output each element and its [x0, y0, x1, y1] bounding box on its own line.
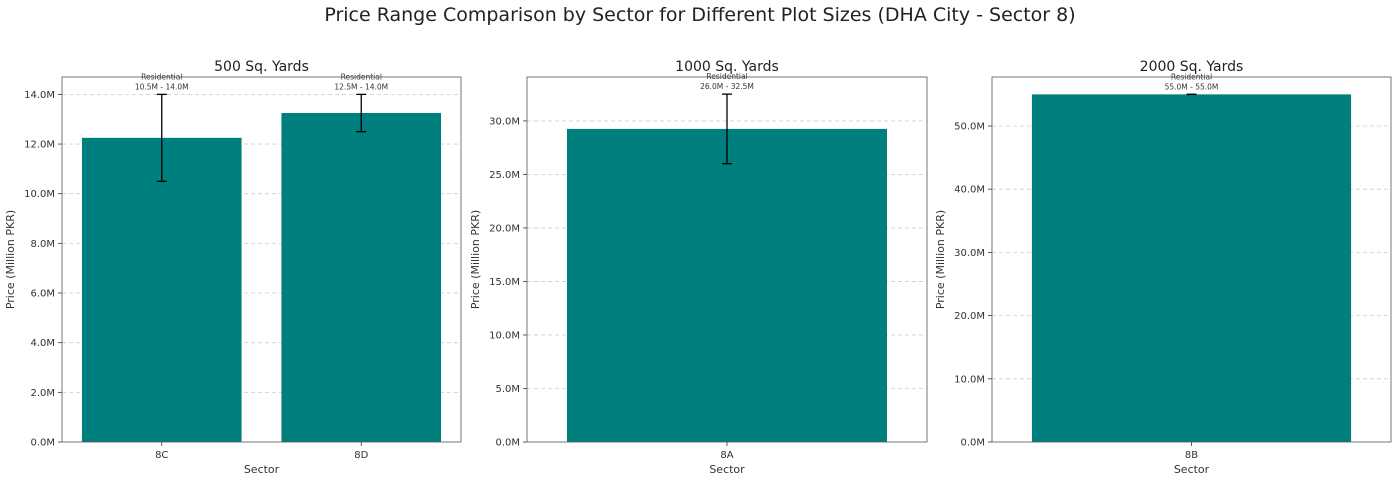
y-tick-label: 50.0M — [954, 121, 985, 132]
bar-8D — [281, 113, 442, 442]
y-axis-label: Price (Million PKR) — [934, 210, 947, 309]
y-tick-label: 15.0M — [489, 277, 520, 288]
annotation-range: 55.0M - 55.0M — [1165, 82, 1219, 91]
y-tick-label: 0.0M — [960, 438, 985, 449]
x-axis-label: Sector — [709, 463, 745, 476]
y-tick-label: 25.0M — [489, 170, 520, 181]
y-tick-label: 8.0M — [30, 239, 55, 250]
y-tick-label: 10.0M — [489, 330, 520, 341]
bar-8A — [567, 128, 887, 442]
y-tick-label: 14.0M — [24, 90, 55, 101]
y-tick-label: 0.0M — [30, 438, 55, 449]
y-tick-label: 0.0M — [495, 438, 520, 449]
x-tick-label: 8A — [720, 450, 733, 461]
figure-title: Price Range Comparison by Sector for Dif… — [324, 4, 1076, 26]
chart-title: 500 Sq. Yards — [214, 59, 309, 75]
y-tick-label: 4.0M — [30, 338, 55, 349]
y-tick-label: 5.0M — [495, 384, 520, 395]
y-tick-label: 2.0M — [30, 388, 55, 399]
x-tick-label: 8D — [354, 450, 368, 461]
y-tick-label: 20.0M — [489, 223, 520, 234]
y-tick-label: 20.0M — [954, 311, 985, 322]
bar-8B — [1031, 94, 1352, 442]
annotation-range: 10.5M - 14.0M — [135, 82, 189, 91]
x-axis-label: Sector — [1174, 463, 1210, 476]
chart-title: 1000 Sq. Yards — [675, 59, 779, 75]
y-axis-label: Price (Million PKR) — [4, 210, 17, 309]
plot-frame — [991, 76, 1392, 443]
plot-frame — [61, 76, 462, 443]
y-tick-label: 10.0M — [954, 374, 985, 385]
y-tick-label: 6.0M — [30, 289, 55, 300]
x-tick-label: 8B — [1185, 450, 1198, 461]
y-tick-label: 40.0M — [954, 185, 985, 196]
y-axis-label: Price (Million PKR) — [469, 210, 482, 309]
x-axis-label: Sector — [244, 463, 280, 476]
chart-title: 2000 Sq. Yards — [1140, 59, 1244, 75]
x-tick-label: 8C — [155, 450, 168, 461]
annotation-range: 26.0M - 32.5M — [700, 82, 754, 91]
y-tick-label: 30.0M — [954, 248, 985, 259]
annotation-range: 12.5M - 14.0M — [334, 82, 388, 91]
y-tick-label: 12.0M — [24, 140, 55, 151]
y-tick-label: 10.0M — [24, 189, 55, 200]
bar-8C — [81, 137, 242, 443]
y-tick-label: 30.0M — [489, 116, 520, 127]
plot-frame — [526, 76, 928, 443]
